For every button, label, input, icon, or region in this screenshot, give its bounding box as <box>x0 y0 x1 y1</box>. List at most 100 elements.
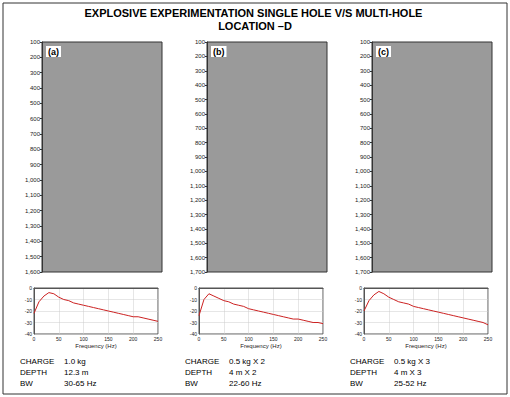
svg-text:0.5 kg X 3: 0.5 kg X 3 <box>394 357 431 366</box>
svg-text:(a): (a) <box>48 47 59 57</box>
svg-text:-10: -10 <box>190 297 197 303</box>
svg-text:200: 200 <box>360 53 371 59</box>
svg-text:-30: -30 <box>355 320 362 326</box>
svg-text:100: 100 <box>244 336 253 342</box>
svg-text:500: 500 <box>195 97 206 103</box>
svg-text:250: 250 <box>484 336 493 342</box>
svg-text:600: 600 <box>195 111 206 117</box>
svg-text:200: 200 <box>195 53 206 59</box>
svg-text:CHARGE: CHARGE <box>20 357 54 366</box>
svg-text:1,300: 1,300 <box>190 212 206 218</box>
svg-text:-30: -30 <box>25 320 32 326</box>
svg-text:DEPTH: DEPTH <box>20 368 47 377</box>
svg-text:-20: -20 <box>25 308 32 314</box>
svg-text:-20: -20 <box>355 308 362 314</box>
svg-text:50: 50 <box>386 336 392 342</box>
svg-text:1,700: 1,700 <box>355 269 371 275</box>
svg-text:150: 150 <box>434 336 443 342</box>
svg-text:4 m X 2: 4 m X 2 <box>229 368 257 377</box>
svg-text:400: 400 <box>195 82 206 88</box>
svg-text:800: 800 <box>360 140 371 146</box>
svg-text:1,600: 1,600 <box>355 255 371 261</box>
svg-text:150: 150 <box>269 336 278 342</box>
svg-text:0: 0 <box>359 285 362 291</box>
svg-text:BW: BW <box>20 379 33 388</box>
svg-text:300: 300 <box>195 68 206 74</box>
svg-text:0: 0 <box>33 336 36 342</box>
svg-text:1,000: 1,000 <box>190 168 206 174</box>
svg-text:250: 250 <box>154 336 163 342</box>
svg-text:-10: -10 <box>355 297 362 303</box>
svg-text:200: 200 <box>294 336 303 342</box>
svg-text:300: 300 <box>360 68 371 74</box>
svg-text:BW: BW <box>185 379 198 388</box>
svg-text:-40: -40 <box>190 331 197 337</box>
svg-text:1,400: 1,400 <box>355 226 371 232</box>
svg-text:100: 100 <box>360 39 371 45</box>
svg-text:1,400: 1,400 <box>190 226 206 232</box>
svg-text:1,500: 1,500 <box>25 254 41 260</box>
svg-text:200: 200 <box>129 336 138 342</box>
svg-text:25-52 Hz: 25-52 Hz <box>394 379 426 388</box>
svg-text:500: 500 <box>360 97 371 103</box>
svg-text:50: 50 <box>56 336 62 342</box>
svg-text:1,200: 1,200 <box>355 197 371 203</box>
svg-text:700: 700 <box>30 131 41 137</box>
svg-text:100: 100 <box>195 39 206 45</box>
svg-text:DEPTH: DEPTH <box>350 368 377 377</box>
svg-text:900: 900 <box>360 154 371 160</box>
svg-text:1,100: 1,100 <box>25 192 41 198</box>
svg-text:800: 800 <box>30 146 41 152</box>
svg-text:1,000: 1,000 <box>355 168 371 174</box>
svg-text:900: 900 <box>30 162 41 168</box>
svg-text:1,300: 1,300 <box>355 212 371 218</box>
svg-text:1.0 kg: 1.0 kg <box>64 357 86 366</box>
svg-text:600: 600 <box>30 116 41 122</box>
svg-text:Frequency (Hz): Frequency (Hz) <box>405 343 446 349</box>
svg-text:700: 700 <box>195 125 206 131</box>
svg-text:1,100: 1,100 <box>355 183 371 189</box>
svg-text:-20: -20 <box>190 308 197 314</box>
svg-text:150: 150 <box>104 336 113 342</box>
svg-text:100: 100 <box>409 336 418 342</box>
svg-text:1,600: 1,600 <box>190 255 206 261</box>
svg-text:1,600: 1,600 <box>25 269 41 275</box>
svg-text:1,400: 1,400 <box>25 238 41 244</box>
svg-text:0.5 kg X 2: 0.5 kg X 2 <box>229 357 266 366</box>
svg-text:1,100: 1,100 <box>190 183 206 189</box>
svg-text:1,200: 1,200 <box>25 208 41 214</box>
svg-text:500: 500 <box>30 100 41 106</box>
svg-text:1,200: 1,200 <box>190 197 206 203</box>
svg-text:100: 100 <box>79 336 88 342</box>
svg-text:300: 300 <box>30 70 41 76</box>
svg-text:Frequency (Hz): Frequency (Hz) <box>240 343 281 349</box>
svg-text:30-65 Hz: 30-65 Hz <box>64 379 96 388</box>
svg-text:0: 0 <box>363 336 366 342</box>
svg-text:200: 200 <box>30 54 41 60</box>
svg-text:BW: BW <box>350 379 363 388</box>
svg-text:4 m X 3: 4 m X 3 <box>394 368 422 377</box>
svg-text:100: 100 <box>30 39 41 45</box>
svg-text:-10: -10 <box>25 297 32 303</box>
svg-text:-40: -40 <box>25 331 32 337</box>
svg-text:1,500: 1,500 <box>355 240 371 246</box>
svg-text:Frequency (Hz): Frequency (Hz) <box>75 343 116 349</box>
svg-text:CHARGE: CHARGE <box>350 357 384 366</box>
svg-text:-30: -30 <box>190 320 197 326</box>
svg-text:(c): (c) <box>378 47 389 57</box>
svg-text:LOCATION –D: LOCATION –D <box>218 20 292 32</box>
svg-text:EXPLOSIVE EXPERIMENTATION SING: EXPLOSIVE EXPERIMENTATION SINGLE HOLE V/… <box>84 7 425 19</box>
svg-text:1,300: 1,300 <box>25 223 41 229</box>
svg-text:600: 600 <box>360 111 371 117</box>
svg-text:0: 0 <box>194 285 197 291</box>
svg-text:50: 50 <box>221 336 227 342</box>
svg-text:1,700: 1,700 <box>190 269 206 275</box>
svg-text:(b): (b) <box>213 47 225 57</box>
svg-text:12.3 m: 12.3 m <box>64 368 89 377</box>
svg-text:250: 250 <box>319 336 328 342</box>
svg-text:400: 400 <box>360 82 371 88</box>
svg-text:DEPTH: DEPTH <box>185 368 212 377</box>
svg-text:400: 400 <box>30 85 41 91</box>
svg-text:1,500: 1,500 <box>190 240 206 246</box>
svg-text:0: 0 <box>198 336 201 342</box>
